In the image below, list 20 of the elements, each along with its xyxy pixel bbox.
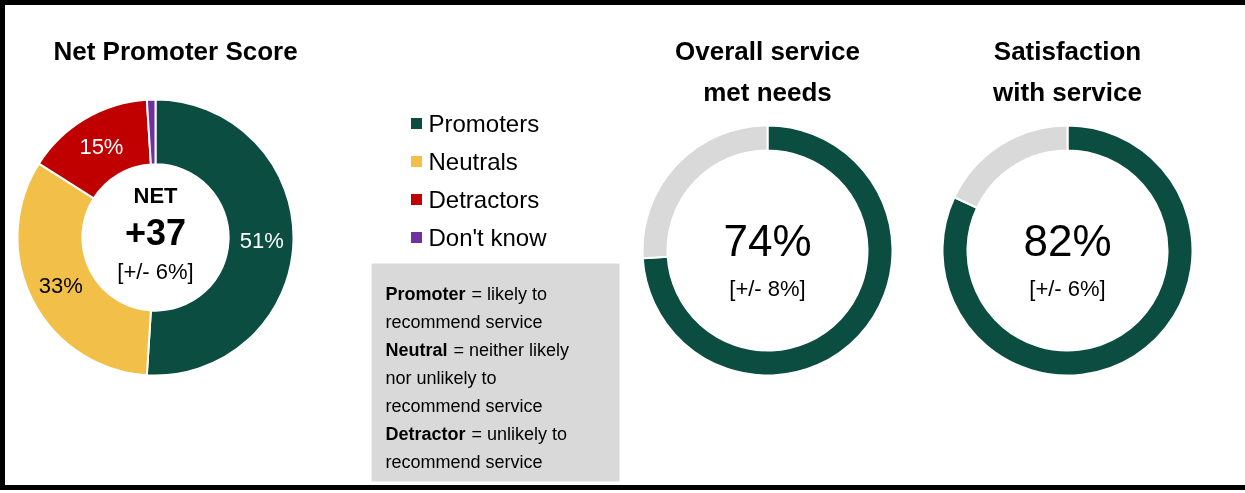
data-label: 15% xyxy=(79,133,124,159)
text: 74% xyxy=(723,216,812,265)
legend-label: Detractors xyxy=(428,186,540,213)
text: Neutral = neither likely nor unlikely to recommend service xyxy=(385,339,570,416)
text: NET xyxy=(133,183,179,208)
text: [+/- 6%] xyxy=(117,259,194,284)
text: Promoter = likely to recommend service xyxy=(385,283,548,332)
chart-title: Satisfaction with service xyxy=(992,35,1142,107)
text: [+/- 8%] xyxy=(729,276,806,301)
legend-label: Promoters xyxy=(428,110,540,137)
chart-title: Overall service met needs xyxy=(674,35,861,107)
text: [+/- 6%] xyxy=(1029,276,1106,301)
chart-title: Net Promoter Score xyxy=(53,35,298,66)
legend-label: Neutrals xyxy=(428,148,518,175)
data-label: 51% xyxy=(239,228,284,254)
data-label: 33% xyxy=(38,273,83,299)
text: Detractor = unlikely to recommend service xyxy=(385,423,568,472)
legend-label: Don't know xyxy=(428,224,548,251)
text: 82% xyxy=(1023,216,1112,265)
text: +37 xyxy=(124,211,187,253)
